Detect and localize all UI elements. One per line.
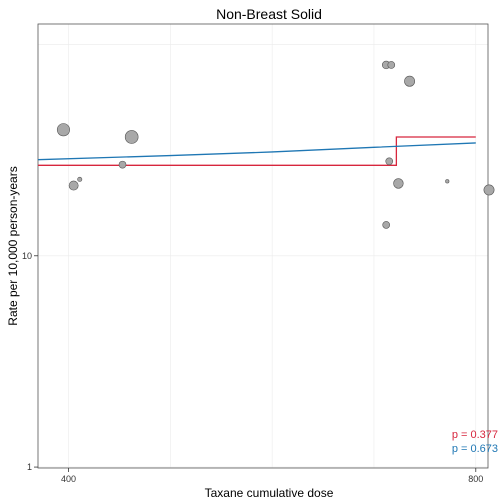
data-point xyxy=(393,178,404,189)
x-tick-label: 800 xyxy=(468,474,483,484)
y-axis-label: Rate per 10,000 person-years xyxy=(6,166,20,325)
data-point xyxy=(56,123,70,137)
series-line-step xyxy=(38,136,476,166)
series-line-trend xyxy=(37,142,476,161)
points-layer xyxy=(56,60,495,229)
x-axis-label: Taxane cumulative dose xyxy=(205,486,334,500)
y-tick-label: 10 xyxy=(22,251,32,261)
data-point xyxy=(124,130,139,144)
data-point xyxy=(77,176,83,182)
p-value-trend: p = 0.673 xyxy=(452,443,498,455)
data-point xyxy=(483,184,495,196)
data-point xyxy=(385,157,394,166)
data-point xyxy=(68,180,79,191)
chart-title: Non-Breast Solid xyxy=(216,6,322,22)
data-point xyxy=(445,179,450,184)
y-tick-label: 1 xyxy=(27,462,32,472)
data-point xyxy=(382,221,391,229)
data-point xyxy=(387,61,396,69)
data-point xyxy=(118,160,127,169)
x-tick-label: 400 xyxy=(61,474,76,484)
data-point xyxy=(404,75,416,87)
p-value-step: p = 0.377 xyxy=(452,429,498,441)
gridlines xyxy=(38,24,488,468)
axes: 400 800 1 10 xyxy=(22,251,483,484)
plot-panel xyxy=(37,23,489,469)
series-layer xyxy=(37,136,476,166)
